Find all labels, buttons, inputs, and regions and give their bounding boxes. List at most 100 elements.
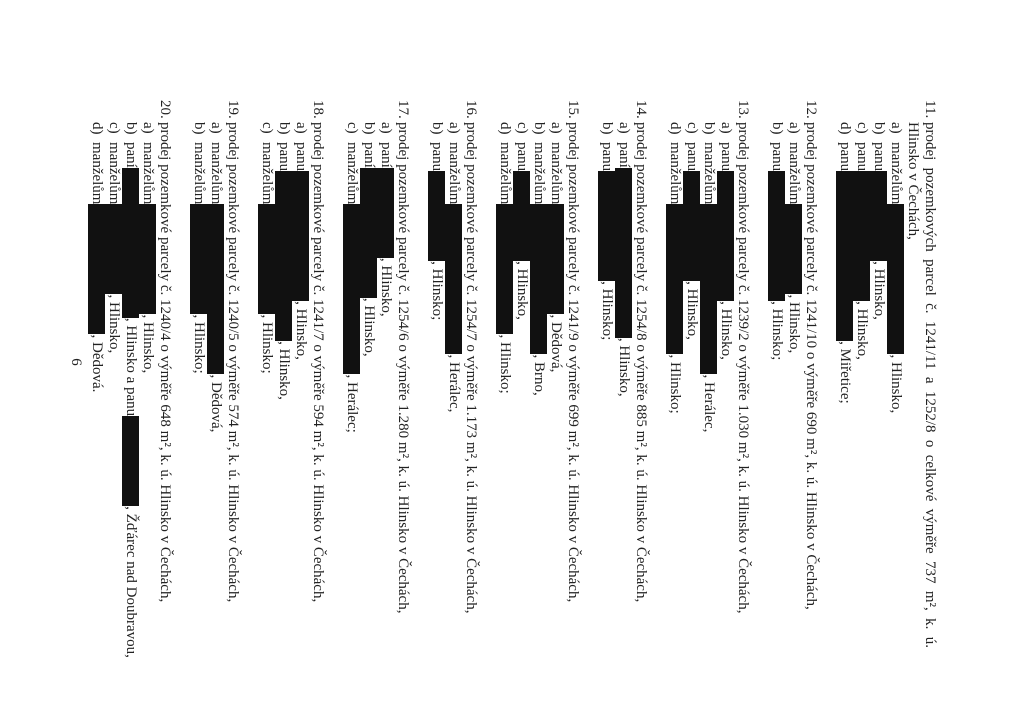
entry: b) paní , Hlinsko, — [360, 100, 377, 648]
item-number: 11. — [922, 100, 938, 119]
entry: b) manželům , Herálec, — [700, 100, 717, 648]
entry-part: , Hlinsko, — [871, 261, 887, 320]
entry-letter: a) — [140, 122, 156, 134]
entry-letter: a) — [616, 122, 632, 134]
entry-text: panu , Hlinsko; — [768, 142, 785, 360]
entry-letter: a) — [718, 122, 734, 134]
entry-letter: d) — [89, 122, 105, 135]
entry-text: manželům , Brno, — [530, 142, 547, 396]
entry: d) panu , Miřetice; — [836, 100, 853, 648]
entry-part: , Dědová, — [548, 314, 564, 373]
entry: b) panu , Hlinsko, — [275, 100, 292, 648]
entry-part: paní — [361, 142, 377, 168]
entry-text: panu , Hlinsko, — [870, 142, 887, 320]
entry-part: , Žďárec nad Doubravou, — [123, 506, 139, 658]
entry-letter: a) — [293, 122, 309, 134]
item: 18. prodej pozemkové parcely č. 1241/7 o … — [258, 100, 326, 648]
entry-part: manželům — [548, 142, 564, 205]
item: 20. prodej pozemkové parcely č. 1240/4 o … — [88, 100, 173, 658]
redaction — [870, 171, 887, 262]
entry-text: manželům , Hlinsko, — [887, 142, 904, 413]
entry-part: manželům — [531, 142, 547, 205]
entry: c) manželům , Herálec; — [343, 100, 360, 648]
item-title: prodej pozemkové parcely č. 1254/8 o vým… — [633, 122, 649, 603]
entry-part: manželům — [89, 142, 105, 205]
entry-text: manželům , Dědová, — [547, 142, 564, 372]
entry: d) manželům , Dědová. — [88, 100, 105, 648]
redaction — [88, 204, 105, 335]
item-number: 17. — [395, 100, 411, 119]
entry-part: panu — [769, 142, 785, 172]
entry-part: , Hlinsko, — [140, 314, 156, 374]
entry-letter: b) — [361, 122, 377, 135]
entry-letter: a) — [446, 122, 462, 134]
entry-part: , Miřetice; — [837, 341, 853, 404]
entry-part: , Hlinsko, — [361, 297, 377, 357]
item-heading: 15. prodej pozemkové parcely č. 1241/9 o … — [564, 100, 581, 648]
content: 11. prodej pozemkových parcel č. 1241/11 … — [71, 100, 938, 658]
entry-part: , Hlinsko; — [667, 354, 683, 414]
entry-part: panu — [514, 142, 530, 172]
entry-text: panu , Hlinsko, — [292, 142, 309, 360]
redaction — [207, 204, 224, 375]
redaction — [122, 416, 139, 507]
item-number: 12. — [803, 100, 819, 119]
entry: c) panu , Hlinsko, — [853, 100, 870, 648]
item-title: prodej pozemkové parcely č. 1240/4 o vým… — [157, 122, 173, 603]
entry-part: , Hlinsko, — [293, 301, 309, 360]
entry-letter: a) — [786, 122, 802, 134]
redaction — [360, 167, 377, 298]
item-title: prodej pozemkové parcely č. 1241/7 o vým… — [310, 122, 326, 603]
entry-part: , Hlinsko, — [718, 301, 734, 360]
entry-part: panu — [837, 142, 853, 172]
entry-part: panu — [684, 142, 700, 172]
redaction — [768, 171, 785, 302]
entry-text: panu , Hlinsko, — [717, 142, 734, 360]
entry-part: panu — [718, 142, 734, 172]
entry-part: , Hlinsko; — [599, 281, 615, 341]
entry-part: , Hlinsko, — [684, 281, 700, 340]
item: 13. prodej pozemkové parcely č. 1239/2 o … — [666, 100, 751, 648]
entry-letter: c) — [259, 122, 275, 134]
item-heading: 20. prodej pozemkové parcely č. 1240/4 o … — [156, 100, 173, 648]
entry-letter: c) — [514, 122, 530, 134]
entry: c) panu , Hlinsko, — [683, 100, 700, 648]
entry-letter: d) — [837, 122, 853, 135]
entry-text: manželům , Hlinsko, — [785, 142, 802, 353]
redaction — [190, 204, 207, 315]
redaction — [122, 167, 139, 318]
redaction — [887, 204, 904, 355]
item-title: prodej pozemkové parcely č. 1240/5 o vým… — [225, 122, 241, 603]
entry-part: panu — [599, 142, 615, 172]
entry: b) paní , Hlinsko a panu , Žďárec nad Doubr… — [122, 100, 139, 658]
entry-part: , Hlinsko, — [888, 354, 904, 414]
item: 16. prodej pozemkové parcely č. 1254/7 o … — [428, 100, 479, 648]
entry-text: paní , Hlinsko a panu , Žďárec nad Doubrav… — [122, 142, 139, 658]
item-number: 18. — [310, 100, 326, 119]
item-number: 15. — [565, 100, 581, 119]
item-title: prodej pozemkové parcely č. 1241/9 o vým… — [565, 122, 581, 603]
entry-part: manželům — [140, 142, 156, 205]
item-heading: 16. prodej pozemkové parcely č. 1254/7 o … — [462, 100, 479, 648]
entry-part: , Herálec; — [344, 374, 360, 433]
entry: d) manželům , Hlinsko; — [496, 100, 513, 648]
entry-part: , Hlinsko, — [854, 301, 870, 360]
entry-part: , Herálec, — [446, 354, 462, 413]
entry-text: manželům , Dědová. — [88, 142, 105, 392]
redaction — [785, 204, 802, 295]
redaction — [598, 171, 615, 282]
redaction — [292, 171, 309, 302]
entry-text: manželům , Hlinsko, — [105, 142, 122, 353]
redaction — [513, 171, 530, 262]
entry-letter: c) — [344, 122, 360, 134]
entry-part: paní — [616, 142, 632, 168]
redaction — [139, 204, 156, 315]
entry-letter: b) — [531, 122, 547, 135]
entry-text: panu , Hlinsko, — [513, 142, 530, 320]
entry: d) manželům , Hlinsko; — [666, 100, 683, 648]
entry-part: , Hlinsko; — [497, 334, 513, 394]
entry: a) manželům , Herálec, — [445, 100, 462, 648]
entry: c) manželům , Hlinsko; — [258, 100, 275, 648]
entry: c) panu , Hlinsko, — [513, 100, 530, 648]
item: 17. prodej pozemkové parcely č. 1254/6 o … — [343, 100, 411, 648]
